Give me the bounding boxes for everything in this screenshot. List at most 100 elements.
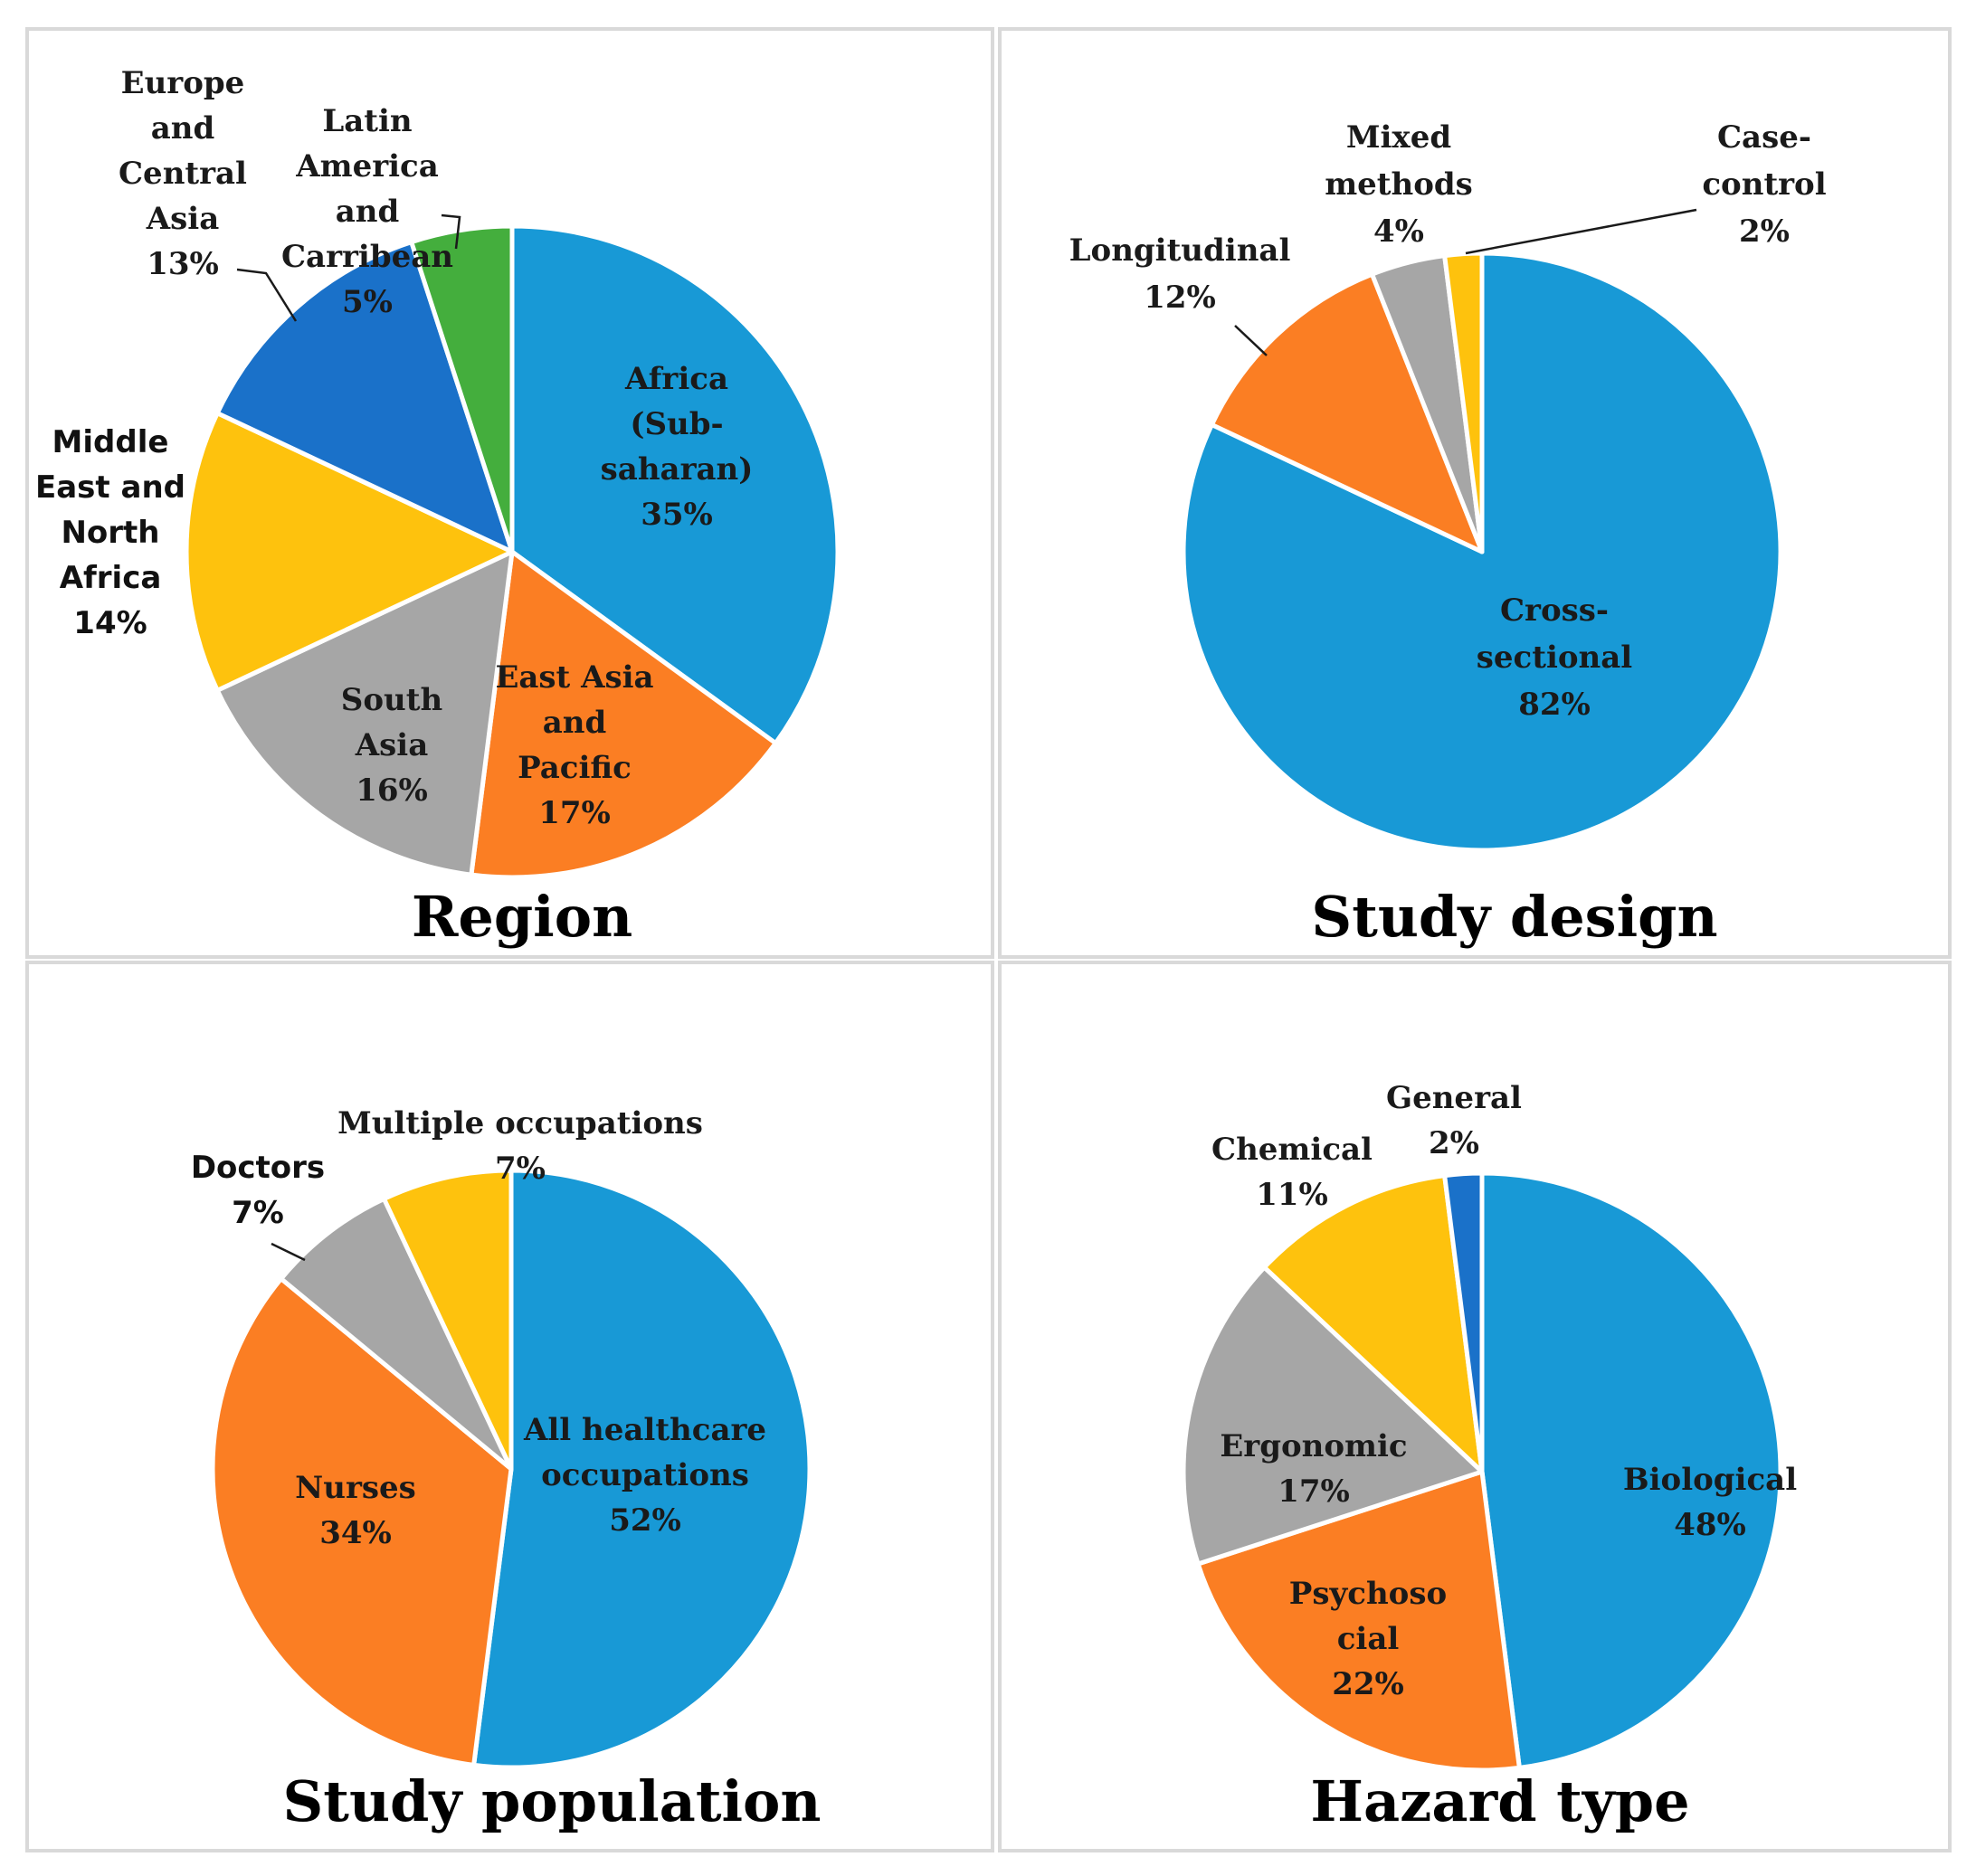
pie-slice-nurses bbox=[210, 1276, 514, 1767]
slice-value-label: 5% bbox=[342, 284, 393, 320]
slice-value-label: 82% bbox=[1518, 687, 1591, 723]
chart-title-study-population: Study population bbox=[283, 1768, 822, 1834]
slice-label-line: South bbox=[341, 682, 442, 718]
pie-slice-general bbox=[1442, 1170, 1485, 1474]
slice-value-label: 22% bbox=[1332, 1666, 1404, 1702]
slice-value-label: 2% bbox=[1739, 213, 1790, 250]
slice-label-line: Psychoso bbox=[1289, 1576, 1447, 1612]
slice-label-line: America bbox=[295, 148, 439, 185]
slice-label-nurses: Nurses 34% bbox=[295, 1470, 416, 1551]
slice-label-line: General bbox=[1386, 1080, 1522, 1116]
slice-label-line: Latin bbox=[322, 103, 412, 139]
slice-label-line: Europe bbox=[121, 65, 245, 101]
pie-hazard-type bbox=[1181, 1170, 1783, 1773]
slice-label-line: occupations bbox=[541, 1457, 749, 1493]
slice-label-africa-sub-saharan: Africa (Sub-saharan) 35% bbox=[601, 361, 754, 533]
chart-title-hazard-type: Hazard type bbox=[1310, 1768, 1689, 1834]
pie-slice-doctors bbox=[279, 1196, 514, 1472]
leader-line-latin-america bbox=[441, 213, 461, 250]
slice-label-line: Ergonomic bbox=[1220, 1428, 1407, 1464]
slice-label-psychoso-cial: Psychoso cial 22% bbox=[1289, 1576, 1447, 1702]
slice-label-chemical: Chemical 11% bbox=[1211, 1132, 1373, 1213]
pie-slice-psychoso-cial bbox=[1195, 1469, 1522, 1773]
panel-study-population: All healthcare occupations 52% Nurses 34% Doc… bbox=[25, 961, 994, 1852]
slice-label-line: Chemical bbox=[1211, 1132, 1373, 1168]
slice-label-latin-america-and-carribean: Latin America and Carribean 5% bbox=[281, 103, 453, 320]
leader-line-longitudinal bbox=[1234, 325, 1268, 356]
pie-slice-latin-america-and-carribean bbox=[409, 223, 515, 554]
pie-slice-longitudinal bbox=[1209, 271, 1485, 554]
slice-value-label: 35% bbox=[641, 497, 713, 533]
slice-label-multiple-occupations: Multiple occupations 7% bbox=[337, 1105, 703, 1187]
pie-slice-africa-sub-saharan bbox=[509, 223, 841, 746]
slice-value-label: 2% bbox=[1429, 1125, 1479, 1161]
slice-label-general: General 2% bbox=[1386, 1080, 1522, 1161]
pie-slice-biological bbox=[1479, 1170, 1783, 1770]
chart-title-study-design: Study design bbox=[1311, 884, 1717, 950]
pie-study-population bbox=[210, 1168, 812, 1770]
slice-label-line: control bbox=[1702, 166, 1826, 203]
slice-label-line: Africa bbox=[624, 361, 728, 397]
slice-label-line: Africa bbox=[60, 560, 162, 596]
slice-label-line: Doctors bbox=[191, 1150, 325, 1186]
slice-label-biological: Biological 48% bbox=[1623, 1462, 1797, 1543]
labels-hazard-type: Biological 48% Psychoso cial 22% Ergonomic 17%… bbox=[1211, 1080, 1797, 1702]
slice-value-label: 14% bbox=[73, 605, 147, 641]
slice-value-label: 4% bbox=[1373, 213, 1424, 250]
slice-label-line: East and bbox=[35, 469, 185, 506]
slice-label-doctors: Doctors 7% bbox=[191, 1150, 325, 1231]
slice-label-line: saharan) bbox=[601, 451, 754, 488]
slice-label-line: Nurses bbox=[295, 1470, 416, 1506]
slice-label-cross-sectional: Cross-sectional 82% bbox=[1477, 592, 1633, 723]
chart-title-region: Region bbox=[412, 884, 632, 950]
slice-value-label: 11% bbox=[1256, 1177, 1328, 1213]
slice-label-line: and bbox=[336, 194, 400, 230]
slice-label-mixed-methods: Mixed methods 4% bbox=[1325, 119, 1473, 250]
pie-slice-chemical bbox=[1261, 1173, 1485, 1474]
slice-value-label: 12% bbox=[1144, 280, 1216, 316]
slice-value-label: 16% bbox=[356, 772, 428, 809]
labels-region: Africa (Sub-saharan) 35% East Asia and Pacifi… bbox=[35, 65, 753, 831]
slice-label-line: Central bbox=[119, 156, 247, 192]
leader-lines bbox=[236, 208, 1697, 1262]
slice-value-label: 17% bbox=[1278, 1473, 1350, 1510]
labels-study-design: Cross-sectional 82% Longitudinal 12% Mixed me… bbox=[1069, 119, 1827, 723]
slice-value-label: 17% bbox=[538, 795, 611, 831]
pie-slice-all-healthcare-occupations bbox=[471, 1168, 812, 1770]
slice-label-europe-and-central-asia: Europe and Central Asia 13% bbox=[119, 65, 247, 282]
slice-value-label: 52% bbox=[609, 1502, 681, 1539]
slice-label-ergonomic: Ergonomic 17% bbox=[1220, 1428, 1407, 1510]
slice-label-line: East Asia bbox=[495, 659, 653, 696]
slice-label-line: and bbox=[151, 110, 215, 147]
panel-hazard-type: Biological 48% Psychoso cial 22% Ergonomic 17%… bbox=[998, 961, 1952, 1852]
slice-label-line: (Sub- bbox=[630, 406, 723, 442]
slice-label-line: cial bbox=[1337, 1621, 1400, 1657]
slice-label-line: Pacific bbox=[518, 750, 632, 786]
slice-label-line: Mixed bbox=[1346, 119, 1451, 156]
pie-slice-case-control bbox=[1442, 251, 1485, 554]
slice-label-line: All healthcare bbox=[523, 1412, 766, 1448]
slice-value-label: 7% bbox=[495, 1151, 546, 1187]
slice-label-south-asia: South Asia 16% bbox=[341, 682, 442, 809]
slice-label-east-asia-and-pacific: East Asia and Pacific 17% bbox=[495, 659, 653, 831]
slice-label-line: Case- bbox=[1717, 119, 1811, 156]
slice-label-line: Asia bbox=[146, 201, 219, 237]
leader-line-case-control bbox=[1465, 208, 1697, 255]
slice-value-label: 48% bbox=[1674, 1507, 1746, 1543]
pie-slice-europe-and-central-asia bbox=[214, 240, 515, 554]
slice-value-label: 13% bbox=[147, 246, 219, 282]
pie-region bbox=[184, 223, 841, 880]
slice-label-line: Longitudinal bbox=[1069, 232, 1291, 269]
slice-label-case-control: Case-control 2% bbox=[1702, 119, 1826, 250]
slice-value-label: 7% bbox=[232, 1195, 284, 1231]
slice-label-line: sectional bbox=[1477, 640, 1633, 676]
slice-label-line: Asia bbox=[355, 727, 428, 763]
slice-label-line: Biological bbox=[1623, 1462, 1797, 1498]
slice-label-line: Multiple occupations bbox=[337, 1105, 703, 1142]
panel-region: Africa (Sub-saharan) 35% East Asia and Pacifi… bbox=[25, 27, 994, 959]
slice-label-longitudinal: Longitudinal 12% bbox=[1069, 232, 1291, 316]
pie-slice-ergonomic bbox=[1181, 1265, 1485, 1567]
slice-label-middle-east-and-north-africa: Middle East and North Africa 14% bbox=[35, 424, 185, 641]
pie-slice-south-asia bbox=[214, 549, 515, 877]
